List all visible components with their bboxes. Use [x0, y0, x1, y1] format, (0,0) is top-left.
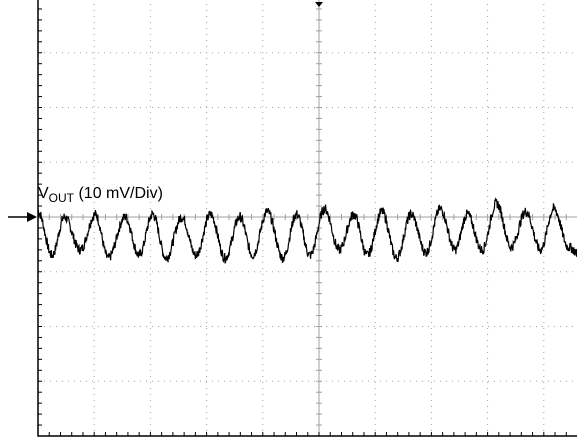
- vout-trace: [37, 197, 577, 264]
- grid: [37, 0, 577, 437]
- trace-layer: [37, 197, 577, 264]
- trigger-marker: [315, 2, 323, 7]
- trace-label-main: V: [38, 185, 49, 202]
- marker-layer: [8, 2, 323, 222]
- trace-label-scale: (10 mV/Div): [74, 185, 163, 202]
- plot-frame: [37, 0, 577, 437]
- trace-label-vout: VOUT (10 mV/Div): [38, 185, 163, 205]
- trace-label-subscript: OUT: [49, 191, 75, 205]
- ground-arrow-head: [27, 212, 37, 222]
